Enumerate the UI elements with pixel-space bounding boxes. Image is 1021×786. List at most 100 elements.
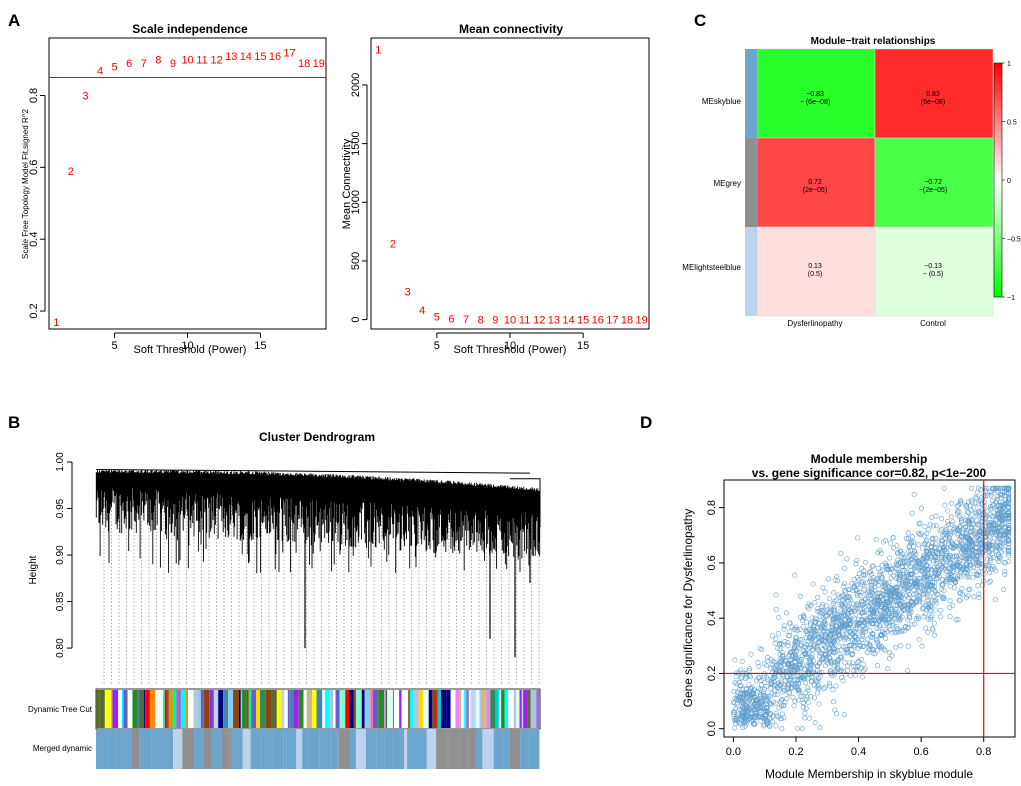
dynamic-tree-cut-segment [355,690,362,728]
scatter-point [839,610,845,616]
scatter-point [865,590,871,596]
scatter-point [966,574,972,580]
si-y-tick-label: 0.2 [28,303,40,318]
scatter-point [985,556,991,562]
dynamic-tree-cut-segment [316,690,323,728]
cell-text-pvalue: (0.5) [808,271,822,278]
scatter-point [899,554,905,560]
scatter-point [851,576,857,582]
mc-point-label: 11 [519,315,530,327]
scatter-point [930,540,936,546]
scatter-point [979,514,985,520]
row-label-dynamic-tree-cut: Dynamic Tree Cut [28,705,93,714]
scatter-point [808,642,814,648]
scatter-point [887,555,893,561]
scatter-point [819,633,825,639]
merged-dynamic-segment [126,729,132,769]
scatter-point [876,644,882,650]
dynamic-tree-cut-segment [418,690,424,728]
dynamic-tree-cut-segment [96,690,100,728]
scatter-point [748,651,754,657]
scatter-point [773,667,779,673]
scatter-point [854,557,860,563]
scatter-point [804,603,810,610]
dynamic-tree-cut-segment [132,690,138,728]
scatter-point [875,565,881,571]
scatter-point [963,528,969,534]
scatter-x-tick-label: 0.8 [976,746,991,758]
scatter-point [954,508,960,514]
mean-connectivity-ylabel: Mean Connectivity [341,138,353,229]
scatter-point [917,520,923,526]
scatter-point [781,687,788,694]
scatter-point [774,692,781,698]
scatter-point [837,632,843,638]
scatter-point [845,603,851,610]
scatter-point [901,589,907,596]
scatter-point [987,539,993,545]
scatter-point [1006,527,1012,533]
dynamic-tree-cut-segment [149,690,156,728]
cell-text-pvalue: − (6e−08) [800,99,830,106]
merged-dynamic-segment [446,729,450,769]
scatter-point [963,548,969,554]
scatter-point [950,541,956,548]
scatter-point [890,588,896,594]
scatter-point [1002,539,1009,545]
dynamic-tree-cut-segment [144,690,146,728]
scatter-point [864,579,870,586]
scatter-point [810,581,816,587]
scatter-point [905,624,911,630]
dynamic-tree-cut-segment [287,690,290,728]
scatter-point [929,582,935,588]
scatter-point [799,653,805,659]
scatter-point [802,715,808,721]
scatter-point [942,547,948,553]
cell-text-pvalue: −(2e−05) [919,187,947,194]
scatter-point [802,710,808,716]
scatter-point [747,666,753,672]
scatter-point [777,686,783,692]
scatter-point [795,686,801,692]
scatter-point [940,532,946,538]
scatter-point [740,695,746,701]
scatter-point [895,594,901,601]
scatter-point [905,601,911,607]
cell-text-value: −0.13 [924,263,942,270]
scatter-point [994,493,1001,499]
scatter-point [736,670,742,676]
dynamic-tree-cut-segment [403,690,409,728]
dynamic-tree-cut-segment [251,690,257,728]
scatter-point [988,492,994,498]
dynamic-tree-cut-segment [485,690,487,728]
scatter-point [880,567,886,573]
heatmap-row-color [745,138,757,227]
scatter-point [973,559,979,565]
merged-dynamic-segment [338,729,351,769]
scatter-point [915,616,922,622]
scatter-point [959,566,965,572]
dynamic-tree-cut-segment [176,690,182,728]
scatter-point [917,581,923,587]
scatter-point [803,662,809,668]
merged-dynamic-segment [407,729,419,769]
scatter-point [970,516,976,522]
dynamic-tree-cut-segment [475,690,480,728]
panel-b: B Cluster Dendrogram Height 0.80 0.85 0.90… [8,413,541,769]
mc-x-tick-label: 15 [577,340,589,352]
scatter-point [816,685,822,691]
dynamic-tree-cut-segment [459,690,462,728]
scatter-point [926,560,932,566]
scatter-point [964,556,970,562]
scatter-point [922,554,928,560]
scatter-point [990,563,996,569]
scatter-point [780,667,786,674]
scatter-point [939,516,945,522]
scatter-point [880,539,887,545]
dynamic-tree-cut-segment [370,690,373,728]
dynamic-tree-cut-segment [335,690,340,728]
scatter-point [913,580,919,586]
merged-dynamic-segment [426,729,437,769]
scatter-point [739,717,745,723]
